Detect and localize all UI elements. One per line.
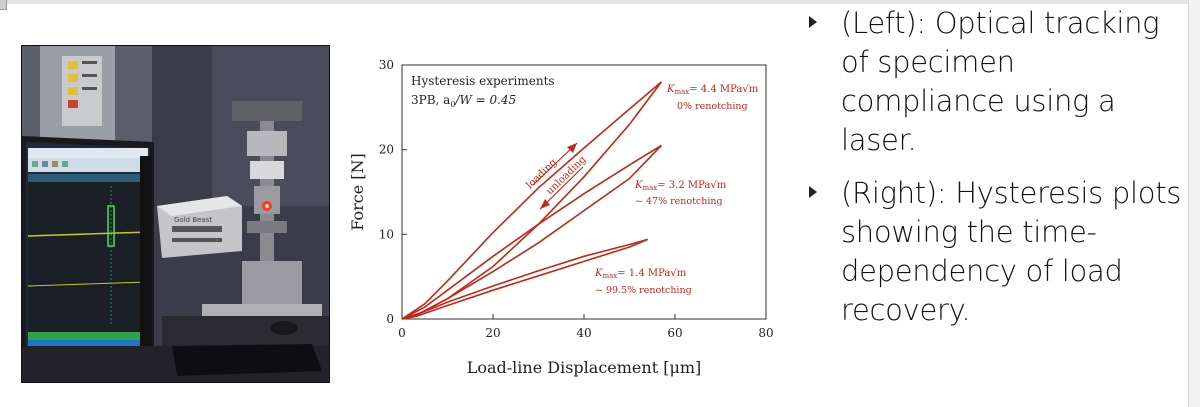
x-tick-label: 20	[485, 326, 500, 340]
bullet-triangle-icon	[809, 16, 817, 28]
bullet-item-right-description: (Right): Hysteresis plots showing the ti…	[805, 174, 1185, 330]
window-corner	[0, 0, 7, 10]
svg-text:Kmax= 3.2 MPa√m: Kmax= 3.2 MPa√m	[634, 180, 727, 192]
loading-arrowhead	[567, 143, 577, 153]
y-tick-label: 10	[379, 227, 394, 241]
laser-tracking-photo: Gold Beast	[21, 45, 330, 383]
bullet-text: (Right): Hysteresis plots showing the ti…	[841, 176, 1182, 327]
series-2-unloading-curve	[401, 238, 649, 320]
svg-text:Kmax= 1.4 MPa√m: Kmax= 1.4 MPa√m	[594, 268, 687, 280]
y-tick-label: 30	[379, 58, 394, 72]
chart-svg: Hysteresis experiments 3PB, a0/W = 0.45 …	[348, 58, 774, 377]
series-label-kmax-4-4: Kmax= 4.4 MPa√m 0% renotching	[666, 84, 759, 112]
bullet-triangle-icon	[809, 186, 817, 198]
chart-title-line2: 3PB, a0/W = 0.45	[411, 93, 516, 109]
series-label-kmax-1-4: Kmax= 1.4 MPa√m ~ 99.5% renotching	[594, 268, 692, 296]
series-0-loading-curve	[401, 81, 662, 320]
bullet-list: (Left): Optical tracking of specimen com…	[805, 4, 1185, 344]
series-2-loading-curve	[401, 238, 648, 320]
loading-arrow	[532, 142, 578, 186]
svg-text:Kmax= 4.4 MPa√m: Kmax= 4.4 MPa√m	[666, 84, 759, 96]
y-axis-label: Force [N]	[348, 153, 367, 231]
series-label-kmax-3-2: Kmax= 3.2 MPa√m ~ 47% renotching	[634, 180, 727, 207]
svg-text:~ 99.5% renotching: ~ 99.5% renotching	[595, 285, 692, 296]
x-tick-label: 80	[758, 326, 773, 340]
unloading-arrowhead	[540, 199, 550, 209]
bullet-item-left-description: (Left): Optical tracking of specimen com…	[805, 4, 1185, 160]
svg-text:0% renotching: 0% renotching	[677, 101, 748, 112]
x-tick-label: 40	[576, 326, 591, 340]
hysteresis-chart: Hysteresis experiments 3PB, a0/W = 0.45 …	[345, 55, 785, 385]
axis-ticks: 0 20 40 60 80 0 10 20 30	[379, 58, 774, 340]
x-axis-label: Load-line Displacement [μm]	[467, 358, 702, 377]
series-1-loading-curve	[401, 144, 662, 320]
x-tick-label: 60	[667, 326, 682, 340]
chart-title-line1: Hysteresis experiments	[411, 74, 555, 88]
x-tick-label: 0	[398, 326, 406, 340]
y-tick-label: 20	[379, 143, 394, 157]
y-tick-label: 0	[386, 312, 394, 326]
laser-brand-label: Gold Beast	[174, 216, 212, 224]
window-right-edge	[1188, 0, 1200, 407]
hysteresis-curves	[401, 81, 663, 320]
series-0-unloading-curve	[401, 81, 663, 320]
photo-illustration: Gold Beast	[22, 46, 329, 382]
top-strip	[0, 0, 1200, 4]
svg-text:~ 47% renotching: ~ 47% renotching	[635, 196, 723, 207]
bullet-text: (Left): Optical tracking of specimen com…	[841, 6, 1160, 157]
